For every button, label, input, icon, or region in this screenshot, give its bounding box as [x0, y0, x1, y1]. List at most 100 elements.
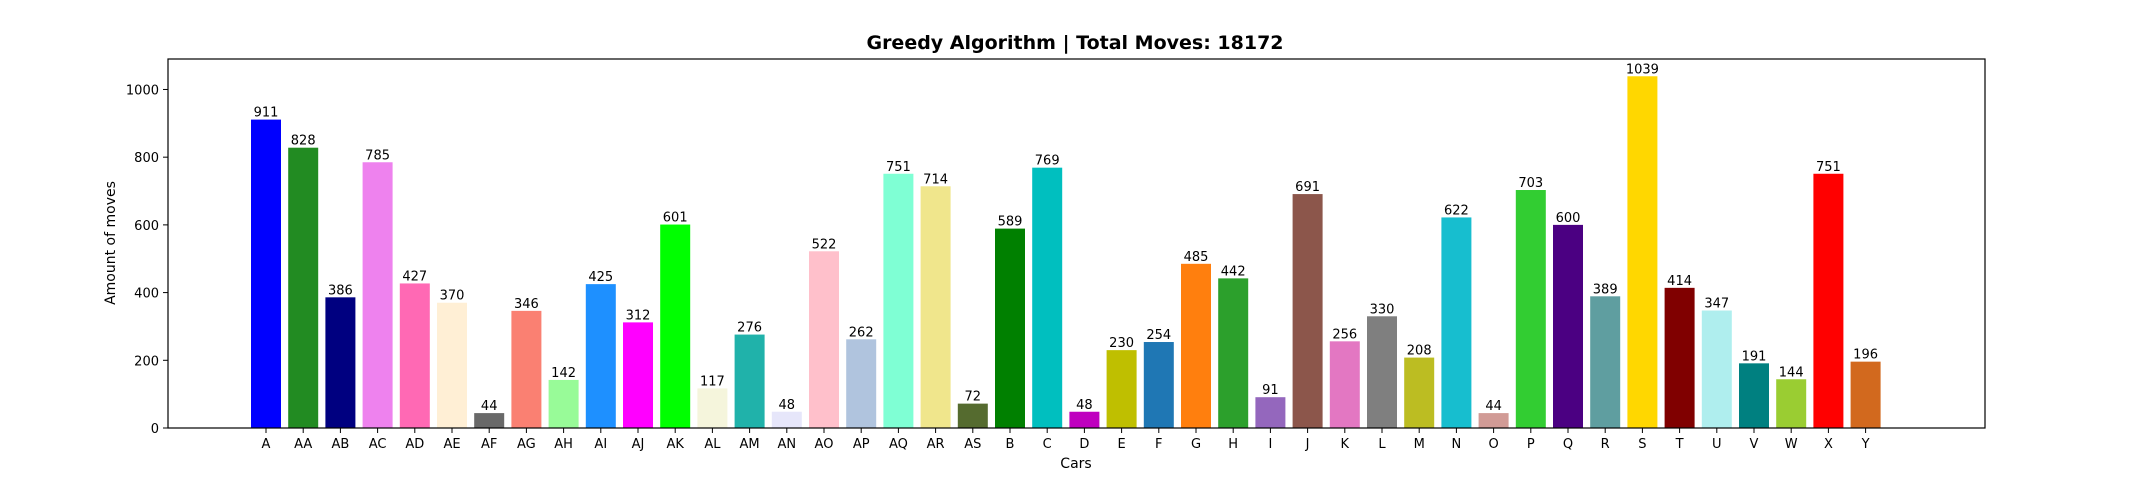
x-tick-label-F: F — [1155, 437, 1162, 452]
x-tick-label-AH: AH — [554, 437, 573, 452]
data-label-A: 911 — [254, 106, 279, 121]
x-tick-label-AS: AS — [964, 437, 981, 452]
data-label-AM: 276 — [737, 321, 762, 336]
bar-V — [1739, 363, 1769, 428]
x-tick-label-AF: AF — [481, 437, 497, 452]
bar-AO — [809, 251, 839, 428]
data-label-K: 256 — [1332, 327, 1357, 342]
x-tick-label-U: U — [1712, 437, 1722, 452]
bar-AI — [585, 284, 616, 428]
data-label-L: 330 — [1370, 302, 1395, 317]
bar-M — [1404, 357, 1435, 428]
x-tick-label-V: V — [1750, 437, 1759, 452]
bar-AJ — [623, 322, 653, 428]
plot-frame — [167, 58, 1986, 429]
data-label-AS: 72 — [965, 390, 982, 405]
y-tick-label-600: 600 — [134, 219, 159, 234]
x-tick-label-AB: AB — [331, 437, 349, 452]
data-label-D: 48 — [1076, 398, 1093, 413]
bar-A — [251, 119, 281, 429]
data-label-T: 414 — [1667, 274, 1692, 289]
bar-D — [1069, 411, 1100, 428]
x-tick-label-X: X — [1824, 437, 1833, 452]
data-label-AC: 785 — [365, 148, 390, 163]
bar-K — [1329, 341, 1360, 428]
bar-T — [1664, 287, 1695, 428]
x-tick-label-S: S — [1638, 437, 1646, 452]
x-tick-label-C: C — [1043, 437, 1052, 452]
x-tick-label-W: W — [1785, 437, 1798, 452]
data-label-AO: 522 — [812, 237, 837, 252]
data-label-AH: 142 — [551, 366, 576, 381]
y-tick-label-200: 200 — [134, 354, 159, 369]
data-label-H: 442 — [1221, 264, 1246, 279]
bar-X — [1813, 173, 1844, 428]
data-label-M: 208 — [1407, 344, 1432, 359]
bar-U — [1701, 310, 1732, 428]
x-tick-label-AQ: AQ — [889, 437, 908, 452]
x-tick-label-Q: Q — [1563, 437, 1573, 452]
bar-I — [1255, 397, 1286, 428]
bar-AA — [288, 147, 319, 428]
x-tick-label-Y: Y — [1861, 437, 1870, 452]
bar-W — [1776, 379, 1807, 428]
data-label-AD: 427 — [402, 269, 427, 284]
bar-G — [1181, 263, 1211, 428]
data-label-AF: 44 — [481, 399, 498, 414]
x-tick-label-AD: AD — [405, 437, 424, 452]
data-label-AK: 601 — [663, 211, 688, 226]
x-tick-label-G: G — [1191, 437, 1201, 452]
x-tick-label-B: B — [1006, 437, 1015, 452]
data-label-C: 769 — [1035, 154, 1060, 169]
bar-Q — [1553, 224, 1583, 428]
bar-N — [1441, 217, 1472, 428]
data-label-AI: 425 — [588, 270, 613, 285]
y-tick-label-1000: 1000 — [126, 83, 159, 98]
bar-J — [1292, 194, 1323, 428]
data-label-X: 751 — [1816, 160, 1841, 175]
x-tick-label-M: M — [1414, 437, 1425, 452]
bar-AG — [511, 310, 542, 428]
bar-Y — [1850, 361, 1881, 428]
data-label-G: 485 — [1184, 250, 1209, 265]
bar-B — [995, 228, 1025, 428]
x-tick-label-AN: AN — [777, 437, 796, 452]
x-tick-label-E: E — [1117, 437, 1125, 452]
bar-AS — [957, 403, 988, 428]
bar-AC — [362, 162, 393, 428]
bar-AH — [548, 379, 579, 428]
data-label-AQ: 751 — [886, 160, 911, 175]
data-label-O: 44 — [1485, 399, 1502, 414]
y-axis-label: Amount of moves — [103, 181, 119, 305]
y-tick-label-0: 0 — [151, 422, 159, 437]
x-tick-label-AC: AC — [369, 437, 387, 452]
x-axis-ticks: A AA AB AC AD AE AF AG AH AI AJ AK AL AM AN AO AP AQ AR AS B… — [262, 428, 1870, 452]
bar-AP — [846, 339, 877, 428]
x-tick-label-AG: AG — [517, 437, 536, 452]
x-axis-label: Cars — [1060, 456, 1091, 472]
data-label-J: 691 — [1295, 180, 1320, 195]
x-tick-label-AM: AM — [740, 437, 760, 452]
data-label-I: 91 — [1262, 383, 1279, 398]
data-label-Q: 600 — [1556, 211, 1581, 226]
x-tick-label-AE: AE — [443, 437, 460, 452]
x-tick-label-AL: AL — [704, 437, 721, 452]
bar-AQ — [883, 173, 914, 428]
bar-AF — [474, 413, 505, 428]
y-tick-label-800: 800 — [134, 151, 159, 166]
x-tick-label-T: T — [1675, 437, 1684, 452]
bar-O — [1478, 413, 1509, 428]
bar-AD — [399, 283, 430, 428]
x-tick-label-AO: AO — [815, 437, 834, 452]
x-tick-label-J: J — [1305, 437, 1310, 452]
bar-F — [1143, 342, 1174, 428]
data-label-AJ: 312 — [626, 308, 651, 323]
x-tick-label-AK: AK — [666, 437, 684, 452]
x-tick-label-I: I — [1268, 437, 1272, 452]
bar-AB — [325, 297, 356, 428]
data-label-E: 230 — [1109, 336, 1134, 351]
bar-AN — [771, 411, 802, 428]
data-label-AB: 386 — [328, 283, 353, 298]
data-label-AG: 346 — [514, 297, 539, 312]
data-label-AA: 828 — [291, 134, 316, 149]
